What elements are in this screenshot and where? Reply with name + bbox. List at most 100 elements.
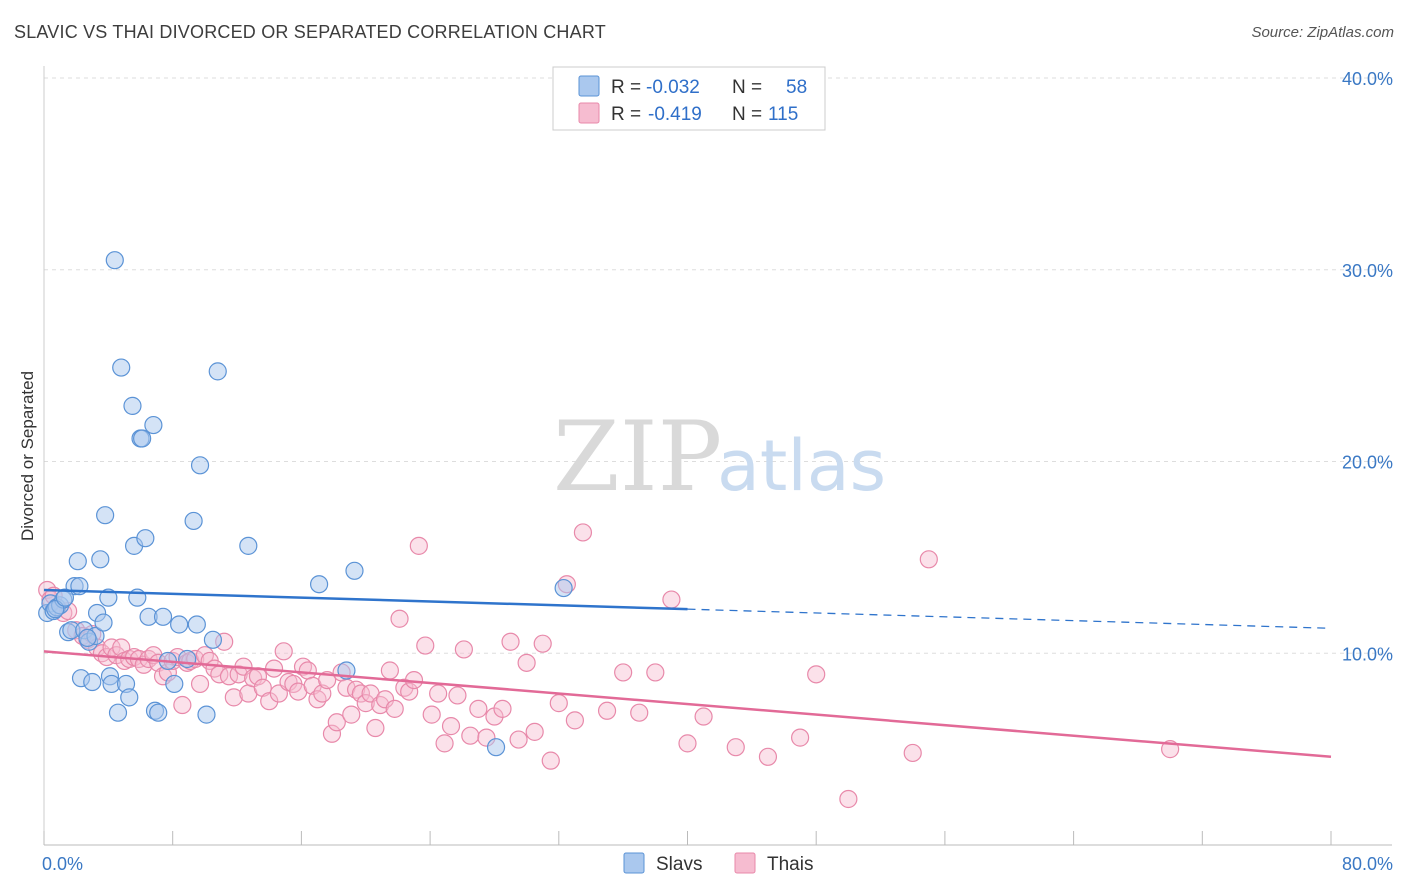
slavs-point [99, 588, 118, 607]
legend-box: R = -0.032 N = 58 R = -0.419 N = 115 [552, 66, 826, 131]
slavs-point [208, 362, 227, 381]
slavs-point [96, 506, 115, 525]
thais-point [298, 661, 317, 680]
thais-point [597, 701, 617, 720]
axes [43, 66, 1392, 846]
thais-point [694, 707, 713, 726]
thais-point [375, 690, 395, 709]
thais-point [469, 699, 488, 718]
grid-lines [44, 77, 1392, 654]
trend-lines [43, 588, 1332, 759]
thais-point [533, 634, 552, 653]
thais-point [454, 640, 473, 659]
thais-point [509, 730, 528, 749]
legend-slavs-r-label: R = [611, 77, 641, 98]
thais-point [758, 747, 778, 766]
thais-point [630, 703, 649, 722]
thais-point [356, 694, 375, 713]
slavs-points [38, 251, 573, 757]
thais-point [461, 726, 480, 745]
legend-slavs-n-label: N = [732, 77, 762, 98]
thais-point [429, 684, 448, 703]
slavs-point [197, 705, 216, 724]
slavs-point [144, 415, 163, 435]
slavs-trend-line [43, 588, 688, 611]
thais-point [807, 665, 826, 684]
slavs-point [190, 456, 210, 475]
thais-point [190, 674, 210, 694]
slavs-point [187, 615, 206, 634]
thais-point [366, 718, 385, 738]
thais-point [549, 694, 568, 713]
thais-point [448, 686, 467, 705]
thais-point [260, 692, 279, 711]
chart-source: Source: ZipAtlas.com [1251, 24, 1394, 41]
thais-point [342, 705, 361, 724]
slavs-point [165, 674, 184, 694]
thais-trend-line [43, 650, 1332, 759]
slavs-point [55, 588, 75, 607]
legend-swatch-slavs [578, 75, 600, 97]
slavs-point [178, 649, 197, 669]
thais-point [493, 699, 512, 718]
thais-point [565, 711, 584, 730]
slavs-point [105, 251, 124, 270]
legend-thais-r-label: R = [611, 104, 641, 125]
slavs-point [94, 613, 113, 632]
thais-point [919, 550, 938, 569]
bottom-legend-swatch-slavs [623, 852, 645, 874]
legend-swatch-thais [578, 102, 600, 124]
slavs-point [78, 628, 97, 648]
thais-point [726, 738, 745, 757]
legend-slavs-n-value: 58 [786, 77, 807, 98]
thais-point [313, 684, 332, 703]
thais-point [678, 734, 697, 753]
tick-labels: 10.0% 20.0% 30.0% 40.0% 0.0% 80.0% [42, 69, 1393, 874]
y-tick-label: 20.0% [1342, 453, 1393, 473]
x-tick-label: 80.0% [1342, 854, 1393, 874]
thais-point [791, 728, 810, 747]
bottom-legend-thais: Thais [767, 854, 813, 875]
thais-point [903, 743, 922, 763]
slavs-point [239, 536, 258, 555]
thais-point [390, 609, 409, 628]
thais-point [646, 663, 665, 682]
thais-point [274, 642, 293, 661]
y-tick-label: 10.0% [1342, 644, 1393, 664]
thais-point [371, 695, 390, 715]
thais-point [517, 653, 536, 672]
thais-point [416, 636, 435, 655]
watermark-zip: ZIP [553, 401, 722, 513]
slavs-point [345, 561, 364, 580]
thais-point [385, 699, 404, 718]
y-axis-label: Divorced or Separated [18, 371, 37, 541]
thais-point [409, 536, 428, 555]
thais-point [541, 751, 560, 770]
slavs-point [184, 511, 203, 531]
thais-point [525, 722, 544, 741]
slavs-point [120, 688, 139, 707]
slavs-point [149, 703, 168, 722]
thais-point [380, 661, 399, 680]
bottom-legend: Slavs Thais [623, 852, 813, 875]
x-tick-label: 0.0% [42, 854, 83, 874]
watermark: ZIP atlas [553, 401, 886, 513]
thais-point [441, 717, 461, 736]
slavs-point [91, 550, 110, 569]
thais-point [435, 734, 454, 753]
thais-point [224, 688, 243, 707]
thais-points [38, 523, 1180, 809]
slavs-point [136, 529, 155, 548]
thais-point [501, 632, 520, 651]
thais-point [422, 705, 441, 724]
legend-thais-n-value: 115 [768, 104, 798, 125]
slavs-point [486, 738, 506, 757]
slavs-point [83, 672, 102, 692]
thais-point [839, 789, 858, 809]
thais-point [573, 523, 593, 542]
thais-point [662, 590, 681, 609]
slavs-point [170, 615, 189, 634]
slavs-point [123, 396, 142, 415]
slavs-point [112, 358, 131, 377]
thais-point [400, 682, 419, 701]
